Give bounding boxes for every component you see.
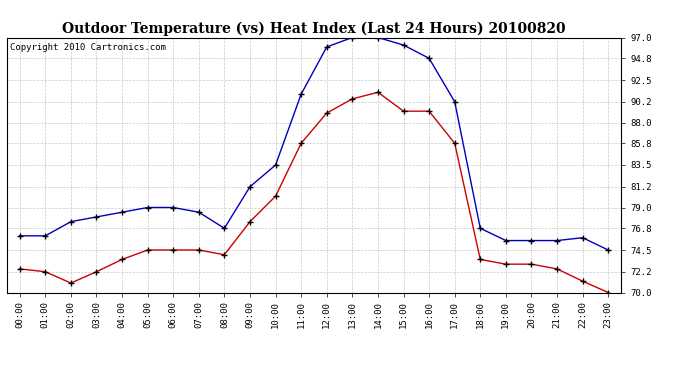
Text: Copyright 2010 Cartronics.com: Copyright 2010 Cartronics.com — [10, 43, 166, 52]
Title: Outdoor Temperature (vs) Heat Index (Last 24 Hours) 20100820: Outdoor Temperature (vs) Heat Index (Las… — [62, 22, 566, 36]
